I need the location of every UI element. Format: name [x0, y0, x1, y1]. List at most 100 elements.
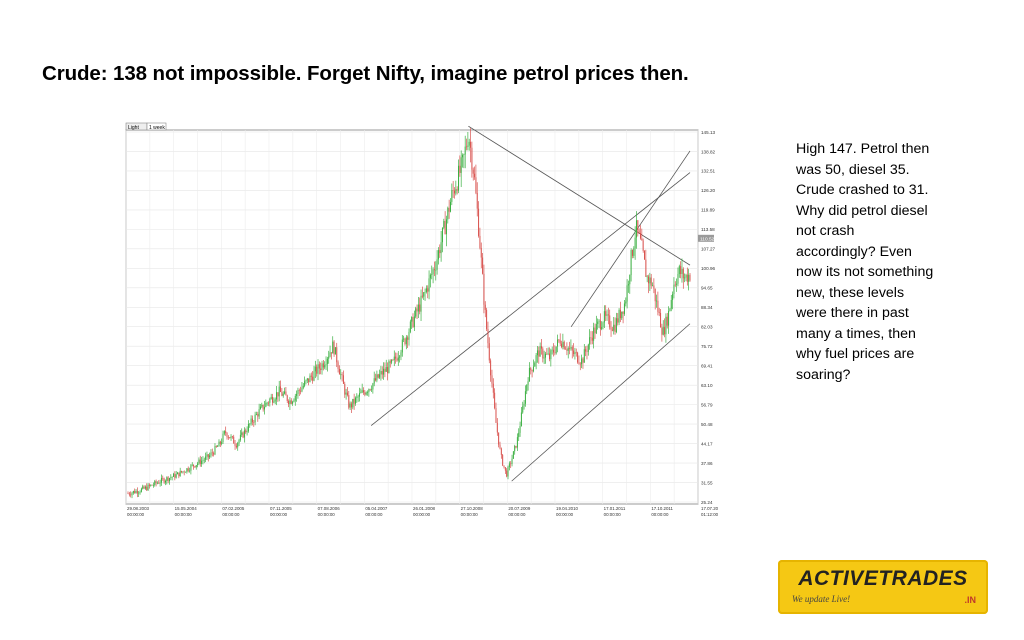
candle-body [179, 470, 181, 477]
interval-selector[interactable] [146, 122, 167, 131]
candle-body [313, 371, 315, 381]
candle-body [558, 339, 560, 341]
candle-body [540, 346, 542, 349]
candle-body [272, 396, 274, 403]
candle-body [318, 364, 320, 369]
candle-body [570, 347, 572, 349]
candle-body [591, 337, 593, 341]
candle-body [590, 337, 592, 338]
candle-body [495, 408, 497, 423]
x-tick-time: 00:00:00 [270, 512, 288, 517]
candle-body [195, 465, 197, 468]
candle-body [294, 395, 296, 401]
candle-body [614, 324, 616, 332]
current-value-box [698, 234, 714, 242]
candle-body [619, 309, 621, 319]
candle-body [300, 390, 302, 392]
candle-body [356, 396, 358, 398]
candle-body [155, 481, 157, 484]
candle-body [646, 276, 648, 278]
candle-body [611, 329, 613, 331]
candle-body [664, 327, 666, 335]
candle-body [535, 355, 537, 363]
candle-body [496, 422, 498, 433]
candle-body [603, 311, 605, 323]
candle-body [531, 370, 533, 372]
candle-body [258, 409, 260, 417]
candle-body [354, 397, 356, 404]
candle-body [396, 358, 398, 361]
candle-body [427, 288, 429, 292]
y-tick-label: 37.86 [701, 461, 713, 466]
candle-body [506, 470, 508, 477]
candle-body [358, 393, 360, 397]
candle-body [669, 308, 671, 311]
candle-body [246, 431, 248, 433]
candle-body [142, 486, 144, 489]
candle-body [606, 314, 608, 316]
candle-body [322, 363, 324, 368]
activetrades-logo[interactable]: ACTIVETRADES We update Live! .IN [778, 560, 988, 614]
candle-body [559, 340, 561, 344]
candle-body [665, 316, 667, 335]
candle-body [635, 220, 637, 238]
trendline [468, 125, 691, 266]
candle-body [487, 328, 489, 344]
candle-body [622, 311, 624, 314]
candle-body [186, 468, 188, 473]
candle-body [381, 371, 383, 375]
candle-body [582, 358, 584, 363]
candle-body [491, 375, 493, 384]
x-tick-time: 00:00:00 [461, 512, 479, 517]
candle-body [472, 169, 474, 174]
candle-body [607, 314, 609, 316]
candle-body [595, 323, 597, 334]
trendlines [370, 125, 691, 482]
candle-body [471, 147, 473, 170]
candle-body [532, 366, 534, 372]
candle-body [544, 353, 546, 358]
candle-body [198, 459, 200, 464]
candle-body [648, 276, 650, 284]
candle-body [676, 283, 678, 285]
candle-body [241, 432, 243, 435]
candle-body [214, 446, 216, 455]
candle-body [340, 374, 342, 375]
candle-body [193, 464, 195, 467]
candle-body [673, 284, 675, 295]
x-tick-time: 00:00:00 [175, 512, 193, 517]
candle-body [449, 201, 451, 212]
candle-body [666, 316, 668, 326]
candle-body [346, 392, 348, 396]
candle-body [231, 436, 233, 438]
candle-body [363, 390, 365, 393]
candle-body [630, 250, 632, 276]
candle-body [384, 368, 386, 372]
candle-body [280, 386, 282, 392]
candle-body [530, 367, 532, 371]
candle-body [172, 473, 174, 477]
candle-body [494, 392, 496, 409]
candle-body [154, 481, 156, 485]
x-tick-time: 00:00:00 [318, 512, 336, 517]
candle-body [542, 348, 544, 359]
candle-body [609, 315, 611, 328]
candle-body [152, 484, 154, 486]
candle-body [162, 477, 164, 479]
y-tick-label: 82.03 [701, 325, 713, 330]
candle-body [288, 401, 290, 405]
candle-body [350, 403, 352, 408]
candle-body [415, 308, 417, 317]
candle-body [510, 463, 512, 465]
candle-body [644, 250, 646, 260]
current-value-marker: 110.52 [698, 234, 715, 242]
commentary-text: High 147. Petrol then was 50, diesel 35.… [796, 141, 934, 383]
candle-body [332, 341, 334, 354]
candle-body [585, 349, 587, 352]
chart-toolbar[interactable]: Light 1 week [125, 122, 167, 131]
candle-body [554, 352, 556, 354]
candle-body [579, 363, 581, 365]
candle-body [419, 304, 421, 312]
candle-body [285, 391, 287, 396]
candle-body [234, 443, 236, 446]
